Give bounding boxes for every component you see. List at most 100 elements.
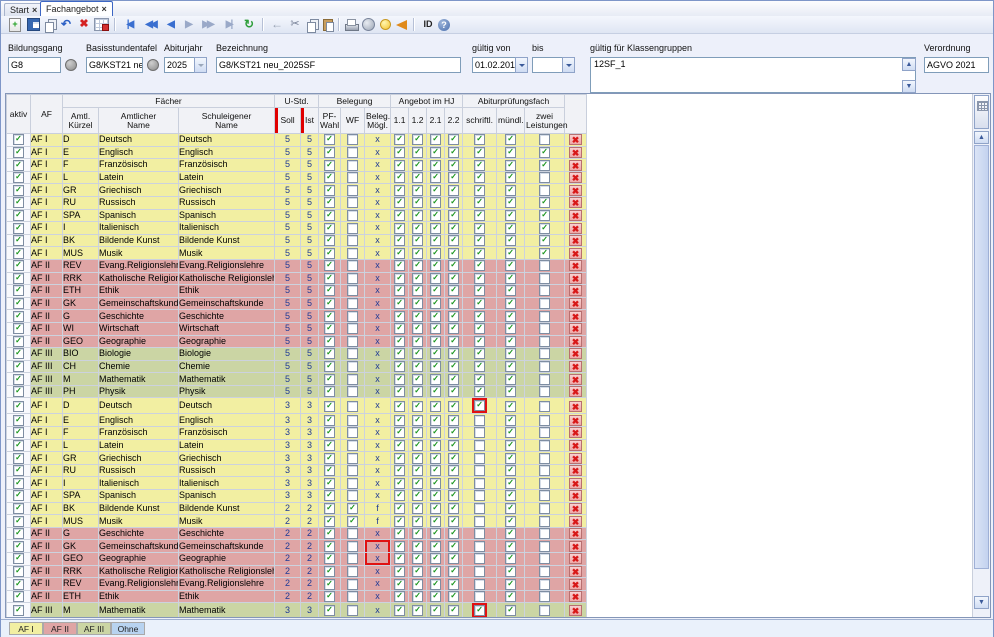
checkbox-schriftlich[interactable]: ✓	[474, 400, 486, 412]
checkbox-zwei-leistungen[interactable]	[539, 440, 551, 451]
last-record-button[interactable]: ▶|	[225, 19, 234, 30]
checkbox-aktiv[interactable]: ✓	[13, 553, 24, 565]
checkbox-muendlich[interactable]: ✓	[505, 477, 517, 489]
first-record-button[interactable]: |◀	[126, 19, 135, 30]
grid-edit-button[interactable]	[94, 18, 109, 31]
checkbox-zwei-leistungen[interactable]	[539, 515, 551, 527]
checkbox-zwei-leistungen[interactable]	[539, 361, 551, 372]
checkbox-aktiv[interactable]: ✓	[13, 440, 24, 451]
scrollbar-thumb[interactable]	[974, 145, 989, 569]
grid-row[interactable]: ✓ AF I D Deutsch Deutsch 5 5 ✓ x ✓ ✓ ✓ ✓ ✓ ✓ ✖	[6, 133, 588, 147]
grid-row[interactable]: ✓ AF II REV Evang.Religionslehre Evang.Relig…	[6, 577, 588, 591]
checkbox-aktiv[interactable]: ✓	[13, 210, 24, 221]
new-record-button[interactable]: +	[9, 17, 21, 32]
checkbox-hj-21[interactable]: ✓	[430, 172, 442, 183]
checkbox-hj-21[interactable]: ✓	[430, 515, 442, 527]
checkbox-hj-12[interactable]: ✓	[412, 235, 424, 246]
legend-tab-af2[interactable]: AF II	[43, 622, 77, 635]
delete-row-button[interactable]: ✖	[569, 540, 583, 552]
checkbox-hj-11[interactable]: ✓	[394, 235, 406, 246]
checkbox-hj-21[interactable]: ✓	[430, 566, 442, 577]
grid-row[interactable]: ✓ AF I GR Griechisch Griechisch 5 5 ✓ x ✓ ✓ ✓ ✓ ✓ ✓ ✖	[6, 183, 588, 197]
checkbox-hj-12[interactable]: ✓	[412, 323, 424, 335]
checkbox-hj-12[interactable]: ✓	[412, 310, 424, 322]
checkbox-muendlich[interactable]: ✓	[505, 159, 517, 171]
grid-row[interactable]: ✓ AF I F Französisch Französisch 5 5 ✓ x ✓ ✓ ✓ ✓ ✓ ✓ ✓ ✖	[6, 158, 588, 172]
checkbox-aktiv[interactable]: ✓	[13, 285, 24, 297]
checkbox-zwei-leistungen[interactable]	[539, 553, 551, 565]
checkbox-wf[interactable]	[347, 605, 359, 617]
checkbox-schriftlich[interactable]	[474, 578, 486, 590]
checkbox-hj-12[interactable]: ✓	[412, 373, 424, 385]
checkbox-hj-21[interactable]: ✓	[430, 440, 442, 451]
checkbox-hj-21[interactable]: ✓	[430, 427, 442, 439]
checkbox-wf[interactable]	[347, 373, 359, 385]
checkbox-aktiv[interactable]: ✓	[13, 386, 24, 397]
checkbox-hj-22[interactable]: ✓	[448, 440, 460, 451]
checkbox-wf[interactable]	[347, 452, 359, 464]
checkbox-muendlich[interactable]: ✓	[505, 540, 517, 552]
checkbox-hj-12[interactable]: ✓	[412, 553, 424, 565]
checkbox-zwei-leistungen[interactable]: ✓	[539, 147, 551, 158]
checkbox-hj-21[interactable]: ✓	[430, 247, 442, 259]
checkbox-aktiv[interactable]: ✓	[13, 247, 24, 259]
checkbox-hj-12[interactable]: ✓	[412, 440, 424, 451]
checkbox-hj-11[interactable]: ✓	[394, 490, 406, 502]
checkbox-hj-21[interactable]: ✓	[430, 298, 442, 309]
checkbox-hj-11[interactable]: ✓	[394, 400, 406, 412]
checkbox-hj-22[interactable]: ✓	[448, 566, 460, 577]
checkbox-muendlich[interactable]: ✓	[505, 591, 517, 602]
export-button[interactable]	[362, 18, 375, 31]
checkbox-schriftlich[interactable]	[474, 553, 486, 565]
checkbox-wf[interactable]	[347, 159, 359, 171]
checkbox-schriftlich[interactable]: ✓	[474, 310, 486, 322]
checkbox-aktiv[interactable]: ✓	[13, 222, 24, 234]
checkbox-schriftlich[interactable]: ✓	[474, 222, 486, 234]
checkbox-muendlich[interactable]: ✓	[505, 235, 517, 246]
delete-row-button[interactable]: ✖	[569, 553, 583, 565]
checkbox-hj-21[interactable]: ✓	[430, 348, 442, 360]
checkbox-hj-12[interactable]: ✓	[412, 400, 424, 412]
delete-row-button[interactable]: ✖	[569, 400, 583, 412]
undo-button[interactable]: ↶	[60, 17, 72, 31]
checkbox-hj-11[interactable]: ✓	[394, 477, 406, 489]
checkbox-aktiv[interactable]: ✓	[13, 605, 24, 617]
checkbox-muendlich[interactable]: ✓	[505, 452, 517, 464]
grid-row[interactable]: ✓ AF II WI Wirtschaft Wirtschaft 5 5 ✓ x ✓ ✓ ✓ ✓ ✓ ✓ ✖	[6, 321, 588, 336]
checkbox-hj-22[interactable]: ✓	[448, 310, 460, 322]
checkbox-wf[interactable]	[347, 386, 359, 397]
checkbox-pf-wahl[interactable]: ✓	[324, 335, 336, 347]
checkbox-zwei-leistungen[interactable]	[539, 427, 551, 439]
checkbox-hj-21[interactable]: ✓	[430, 400, 442, 412]
checkbox-hj-21[interactable]: ✓	[430, 503, 442, 514]
checkbox-aktiv[interactable]: ✓	[13, 566, 24, 577]
checkbox-hj-22[interactable]: ✓	[448, 323, 460, 335]
checkbox-hj-21[interactable]: ✓	[430, 528, 442, 539]
checkbox-pf-wahl[interactable]: ✓	[324, 184, 336, 196]
checkbox-hj-11[interactable]: ✓	[394, 414, 406, 426]
checkbox-hj-11[interactable]: ✓	[394, 222, 406, 234]
checkbox-zwei-leistungen[interactable]	[539, 414, 551, 426]
checkbox-aktiv[interactable]: ✓	[13, 235, 24, 246]
checkbox-hj-21[interactable]: ✓	[430, 134, 442, 146]
next-record-button[interactable]: ▶	[185, 19, 193, 30]
checkbox-pf-wahl[interactable]: ✓	[324, 159, 336, 171]
checkbox-schriftlich[interactable]: ✓	[474, 373, 486, 385]
grid-row[interactable]: ✓ AF I SPA Spanisch Spanisch 5 5 ✓ x ✓ ✓ ✓ ✓ ✓ ✓ ✓ ✖	[6, 208, 588, 223]
checkbox-hj-21[interactable]: ✓	[430, 335, 442, 347]
checkbox-hj-22[interactable]: ✓	[448, 503, 460, 514]
tab-fachangebot[interactable]: Fachangebot ×	[40, 1, 113, 17]
checkbox-pf-wahl[interactable]: ✓	[324, 591, 336, 602]
checkbox-pf-wahl[interactable]: ✓	[324, 427, 336, 439]
checkbox-hj-11[interactable]: ✓	[394, 503, 406, 514]
checkbox-hj-12[interactable]: ✓	[412, 285, 424, 297]
checkbox-wf[interactable]	[347, 298, 359, 309]
checkbox-schriftlich[interactable]: ✓	[474, 605, 486, 617]
checkbox-wf[interactable]	[347, 310, 359, 322]
grid-row[interactable]: ✓ AF I I Italienisch Italienisch 3 3 ✓ x ✓ ✓ ✓ ✓ ✓ ✖	[6, 476, 588, 491]
hint-button[interactable]	[380, 19, 391, 30]
checkbox-schriftlich[interactable]: ✓	[474, 285, 486, 297]
checkbox-hj-12[interactable]: ✓	[412, 348, 424, 360]
checkbox-schriftlich[interactable]: ✓	[474, 273, 486, 284]
legend-tab-af3[interactable]: AF III	[77, 622, 111, 635]
